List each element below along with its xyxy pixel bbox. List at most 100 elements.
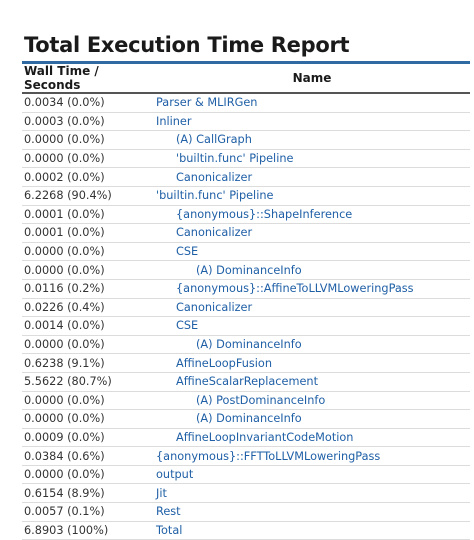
pass-name-label: (A) CallGraph — [176, 133, 252, 147]
pass-name-cell: Rest — [154, 502, 470, 522]
pass-name-label: Parser & MLIRGen — [156, 96, 258, 110]
table-row: 0.0384 (0.6%) {anonymous}::FFTToLLVMLower… — [22, 446, 470, 466]
pass-name-cell: CSE — [154, 242, 470, 262]
table-row: 0.0000 (0.0%) (A) DominanceInfo — [22, 335, 470, 355]
timing-report-table: Wall Time / Seconds Name 0.0034 (0.0%) Pa… — [22, 61, 470, 540]
pass-name-label: {anonymous}::FFTToLLVMLoweringPass — [156, 449, 381, 463]
pass-name-cell: AffineLoopInvariantCodeMotion — [154, 428, 470, 448]
table-row: 0.6154 (8.9%) Jit — [22, 483, 470, 504]
pass-name-label: AffineScalarReplacement — [176, 375, 318, 389]
pass-name-label: (A) PostDominanceInfo — [196, 393, 326, 407]
pass-name-cell: AffineLoopFusion — [154, 353, 470, 373]
pass-name-label: 'builtin.func' Pipeline — [176, 152, 294, 166]
wall-time-cell: 0.0003 (0.0%) — [22, 112, 154, 132]
pass-name-label: Total — [156, 523, 183, 537]
wall-time-cell: 5.5622 (80.7%) — [22, 372, 154, 392]
pass-name-cell: CSE — [154, 316, 470, 336]
wall-time-cell: 0.0000 (0.0%) — [22, 149, 154, 169]
pass-name-cell: Canonicalizer — [154, 298, 470, 318]
table-row: 0.6238 (9.1%) AffineLoopFusion — [22, 353, 470, 373]
header-row: Wall Time / Seconds Name — [22, 61, 470, 94]
table-header: Wall Time / Seconds Name — [22, 61, 470, 94]
pass-name-label: AffineLoopFusion — [176, 356, 272, 370]
wall-time-cell: 6.8903 (100%) — [22, 521, 154, 540]
pass-name-label: AffineLoopInvariantCodeMotion — [176, 430, 354, 444]
pass-name-cell: output — [154, 465, 470, 485]
table-row: 0.0000 (0.0%) (A) CallGraph — [22, 130, 470, 150]
wall-time-cell: 0.0384 (0.6%) — [22, 446, 154, 466]
table-row: 5.5622 (80.7%) AffineScalarReplacement — [22, 372, 470, 392]
wall-time-cell: 0.0116 (0.2%) — [22, 279, 154, 299]
wall-time-cell: 0.0057 (0.1%) — [22, 502, 154, 522]
table-row: 0.0000 (0.0%) CSE — [22, 242, 470, 262]
table-row: 6.8903 (100%) Total — [22, 521, 470, 540]
wall-time-cell: 0.0034 (0.0%) — [22, 93, 154, 113]
pass-name-cell: {anonymous}::AffineToLLVMLoweringPass — [154, 279, 470, 299]
table-row: 0.0000 (0.0%) (A) PostDominanceInfo — [22, 391, 470, 411]
pass-name-cell: 'builtin.func' Pipeline — [154, 149, 470, 169]
table-row: 0.0000 (0.0%) 'builtin.func' Pipeline — [22, 149, 470, 169]
wall-time-cell: 0.0000 (0.0%) — [22, 391, 154, 411]
wall-time-cell: 0.6154 (8.9%) — [22, 483, 154, 504]
pass-name-cell: (A) DominanceInfo — [154, 409, 470, 429]
table-row: 0.0000 (0.0%) (A) DominanceInfo — [22, 409, 470, 429]
wall-time-cell: 0.0000 (0.0%) — [22, 335, 154, 355]
table-body: 0.0034 (0.0%) Parser & MLIRGen 0.0003 (0.0… — [22, 93, 470, 540]
wall-time-cell: 6.2268 (90.4%) — [22, 186, 154, 206]
pass-name-cell: (A) PostDominanceInfo — [154, 391, 470, 411]
report-title: Total Execution Time Report — [24, 33, 350, 57]
wall-time-cell: 0.0000 (0.0%) — [22, 130, 154, 150]
pass-name-label: 'builtin.func' Pipeline — [156, 189, 274, 203]
table-row: 0.0001 (0.0%) {anonymous}::ShapeInference — [22, 205, 470, 225]
pass-name-cell: Total — [154, 521, 470, 540]
pass-name-cell: AffineScalarReplacement — [154, 372, 470, 392]
pass-name-cell: {anonymous}::ShapeInference — [154, 205, 470, 225]
wall-time-cell: 0.0014 (0.0%) — [22, 316, 154, 336]
pass-name-label: CSE — [176, 245, 199, 259]
table-row: 0.0009 (0.0%) AffineLoopInvariantCodeMoti… — [22, 428, 470, 448]
wall-time-cell: 0.0000 (0.0%) — [22, 465, 154, 485]
table-row: 0.0226 (0.4%) Canonicalizer — [22, 298, 470, 318]
pass-name-label: (A) DominanceInfo — [196, 338, 302, 352]
pass-name-label: Canonicalizer — [176, 226, 253, 240]
pass-name-label: Canonicalizer — [176, 300, 253, 314]
pass-name-label: output — [156, 468, 194, 482]
table-row: 0.0000 (0.0%) (A) DominanceInfo — [22, 260, 470, 280]
pass-name-label: (A) DominanceInfo — [196, 412, 302, 426]
pass-name-label: Canonicalizer — [176, 170, 253, 184]
pass-name-cell: Jit — [154, 483, 470, 504]
pass-name-label: Inliner — [156, 114, 192, 128]
pass-name-label: (A) DominanceInfo — [196, 263, 302, 277]
table-row: 0.0003 (0.0%) Inliner — [22, 112, 470, 132]
wall-time-column-header: Wall Time / Seconds — [22, 61, 154, 94]
pass-name-cell: {anonymous}::FFTToLLVMLoweringPass — [154, 446, 470, 466]
name-column-header: Name — [154, 61, 470, 94]
wall-time-cell: 0.0000 (0.0%) — [22, 260, 154, 280]
table-row: 0.0034 (0.0%) Parser & MLIRGen — [22, 93, 470, 113]
wall-time-cell: 0.0226 (0.4%) — [22, 298, 154, 318]
pass-name-label: {anonymous}::ShapeInference — [176, 207, 353, 221]
table-row: 6.2268 (90.4%)'builtin.func' Pipeline — [22, 186, 470, 206]
pass-name-label: CSE — [176, 319, 199, 333]
wall-time-cell: 0.0009 (0.0%) — [22, 428, 154, 448]
wall-time-cell: 0.0000 (0.0%) — [22, 242, 154, 262]
pass-name-label: {anonymous}::AffineToLLVMLoweringPass — [176, 282, 414, 296]
table-row: 0.0002 (0.0%) Canonicalizer — [22, 167, 470, 187]
wall-time-cell: 0.0001 (0.0%) — [22, 223, 154, 243]
table-row: 0.0000 (0.0%) output — [22, 465, 470, 485]
table-row: 0.0001 (0.0%) Canonicalizer — [22, 223, 470, 243]
pass-name-cell: Inliner — [154, 112, 470, 132]
pass-name-cell: Canonicalizer — [154, 167, 470, 187]
pass-name-cell: 'builtin.func' Pipeline — [154, 186, 470, 206]
wall-time-cell: 0.0000 (0.0%) — [22, 409, 154, 429]
table-row: 0.0116 (0.2%) {anonymous}::AffineToLLVMLo… — [22, 279, 470, 299]
pass-name-cell: Parser & MLIRGen — [154, 93, 470, 113]
wall-time-cell: 0.0001 (0.0%) — [22, 205, 154, 225]
pass-name-cell: (A) CallGraph — [154, 130, 470, 150]
pass-name-cell: Canonicalizer — [154, 223, 470, 243]
pass-name-cell: (A) DominanceInfo — [154, 260, 470, 280]
pass-name-label: Rest — [156, 505, 181, 519]
pass-name-label: Jit — [156, 486, 167, 500]
table-row: 0.0014 (0.0%) CSE — [22, 316, 470, 336]
wall-time-cell: 0.6238 (9.1%) — [22, 353, 154, 373]
